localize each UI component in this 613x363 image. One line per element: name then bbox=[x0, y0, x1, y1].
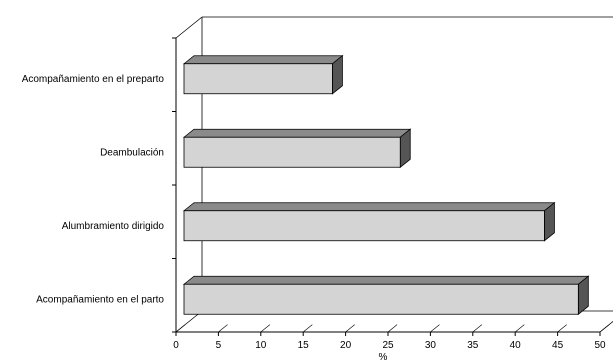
category-label: Deambulación bbox=[100, 147, 164, 158]
floor-right-edge bbox=[599, 320, 613, 333]
x-axis-title: % bbox=[379, 352, 388, 363]
category-label: Acompañamiento en el preparto bbox=[22, 74, 165, 85]
x-tick-label: 50 bbox=[594, 340, 606, 351]
x-tick-label: 45 bbox=[552, 340, 564, 351]
x-axis-depth-tick bbox=[599, 324, 610, 333]
category-label: Alumbramiento dirigido bbox=[62, 221, 165, 232]
bar-front-face bbox=[183, 136, 401, 168]
x-tick-label: 20 bbox=[340, 340, 352, 351]
bar bbox=[182, 128, 412, 169]
category-label: Acompañamiento en el parto bbox=[36, 294, 164, 305]
x-tick-label: 5 bbox=[216, 340, 222, 351]
bar-top-face bbox=[182, 128, 412, 138]
bar-front-face bbox=[183, 283, 579, 315]
x-axis-depth-tick bbox=[387, 324, 398, 333]
bar bbox=[182, 275, 590, 316]
x-axis-depth-tick bbox=[345, 324, 355, 333]
bar bbox=[182, 201, 556, 242]
x-axis-depth-tick bbox=[175, 324, 186, 333]
x-tick-label: 10 bbox=[255, 340, 267, 351]
x-axis-depth-tick bbox=[472, 324, 483, 333]
bars-group bbox=[182, 54, 590, 316]
x-tick-label: 30 bbox=[425, 340, 437, 351]
x-tick-label: 15 bbox=[298, 340, 310, 351]
bar-front-face bbox=[183, 63, 333, 95]
bar-top-face bbox=[182, 202, 556, 212]
bar-top-face bbox=[182, 55, 344, 65]
bar bbox=[182, 54, 344, 95]
category-labels: Acompañamiento en el preparto Deambulació… bbox=[22, 74, 165, 306]
x-tick-label: 0 bbox=[173, 340, 179, 351]
x-axis-ticks: 0 5 10 15 20 25 30 35 40 45 50 bbox=[173, 324, 610, 351]
x-tick-label: 40 bbox=[510, 340, 522, 351]
x-tick-label: 35 bbox=[467, 340, 479, 351]
bar-front-face bbox=[183, 210, 545, 242]
x-tick-label: 25 bbox=[382, 340, 394, 351]
x-axis-depth-tick bbox=[218, 324, 228, 333]
x-axis-depth-tick bbox=[515, 324, 525, 333]
x-axis-depth-tick bbox=[303, 324, 313, 333]
x-axis-depth-tick bbox=[430, 324, 440, 333]
bar-top-face bbox=[182, 275, 590, 285]
x-axis-depth-tick bbox=[557, 324, 567, 333]
x-axis-depth-tick bbox=[260, 324, 271, 333]
top-left-depth-edge bbox=[175, 16, 203, 39]
